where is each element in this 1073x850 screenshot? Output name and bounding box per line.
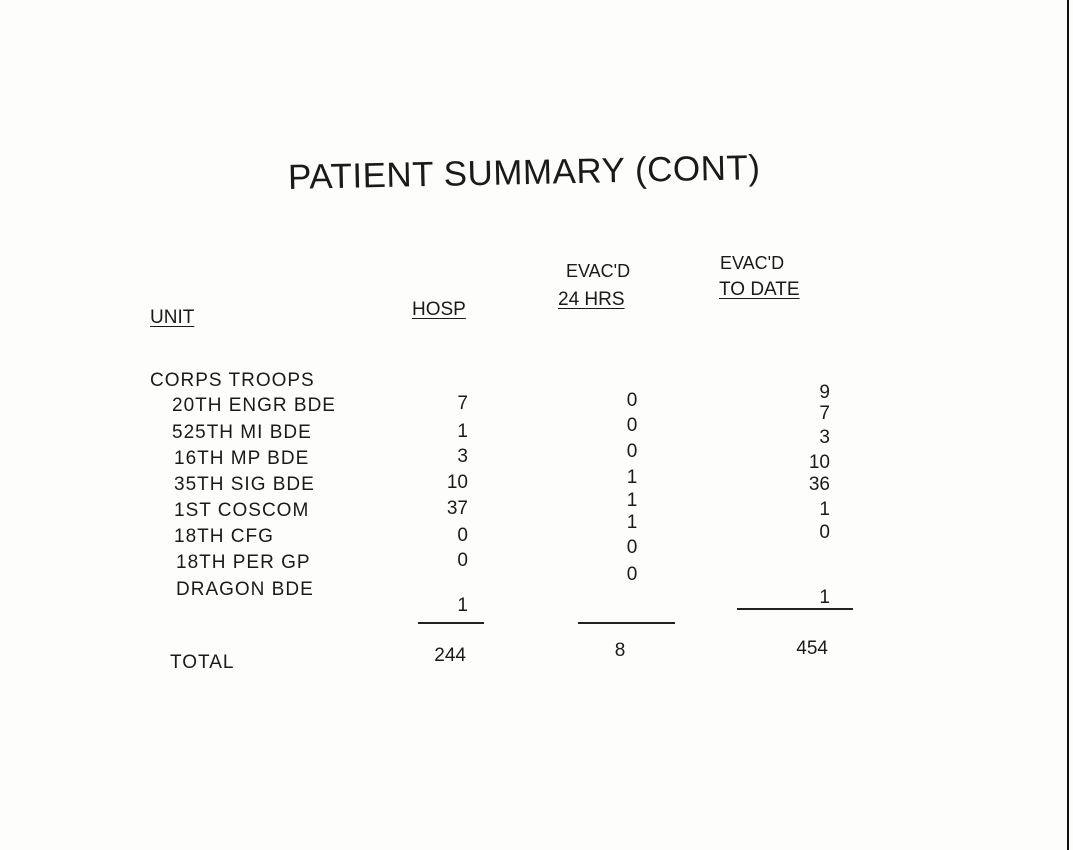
row-unit: DRAGON BDE — [176, 579, 314, 600]
header-evacdate-line2: TO DATE — [719, 279, 800, 300]
row-evac-to-date: 10 — [808, 452, 830, 473]
total-label: TOTAL — [170, 652, 235, 673]
row-evac24: 1 — [626, 512, 638, 533]
evac24-sum-rule — [578, 622, 675, 624]
row-hosp: 3 — [457, 446, 468, 467]
row-evac24: 0 — [626, 390, 638, 411]
page-title: PATIENT SUMMARY (CONT) — [287, 148, 761, 197]
row-unit: 20TH ENGR BDE — [172, 395, 336, 416]
row-unit: 18TH CFG — [174, 526, 274, 547]
group-label: CORPS TROOPS — [150, 370, 315, 391]
row-evac24: 0 — [626, 564, 638, 585]
row-evac-to-date: 3 — [819, 427, 830, 448]
row-evac-to-date: 9 — [819, 382, 830, 403]
header-evac24-line2: 24 HRS — [558, 289, 625, 310]
row-evac-to-date: 0 — [819, 522, 830, 543]
row-evac-to-date: 7 — [819, 403, 830, 424]
header-hosp: HOSP — [412, 299, 466, 320]
row-evac-to-date: 1 — [819, 499, 830, 520]
row-hosp: 1 — [457, 421, 468, 442]
page-edge — [1067, 0, 1069, 850]
row-hosp: 1 — [457, 595, 468, 616]
total-evac-to-date: 454 — [796, 638, 828, 659]
row-hosp: 10 — [446, 472, 468, 493]
header-unit: UNIT — [150, 307, 195, 328]
row-unit: 18TH PER GP — [176, 552, 311, 573]
row-evac24: 1 — [626, 467, 638, 488]
total-evac24: 8 — [614, 640, 626, 661]
evacdate-sum-rule — [737, 608, 853, 610]
row-unit: 525TH MI BDE — [172, 422, 312, 443]
total-hosp: 244 — [434, 645, 466, 666]
row-evac24: 0 — [626, 415, 638, 436]
hosp-sum-rule — [418, 622, 484, 624]
row-evac-to-date: 1 — [819, 587, 830, 608]
header-evacdate-line1: EVAC'D — [720, 253, 785, 273]
row-unit: 1ST COSCOM — [174, 500, 310, 521]
row-unit: 16TH MP BDE — [174, 448, 310, 469]
row-evac-to-date: 36 — [808, 474, 830, 495]
row-hosp: 7 — [457, 393, 468, 414]
row-hosp: 37 — [446, 498, 468, 519]
row-hosp: 0 — [457, 550, 468, 571]
row-evac24: 1 — [626, 490, 638, 511]
row-hosp: 0 — [457, 525, 468, 546]
row-evac24: 0 — [626, 441, 638, 462]
row-evac24: 0 — [626, 537, 638, 558]
header-evac24-line1: EVAC'D — [566, 261, 631, 281]
row-unit: 35TH SIG BDE — [174, 474, 315, 495]
